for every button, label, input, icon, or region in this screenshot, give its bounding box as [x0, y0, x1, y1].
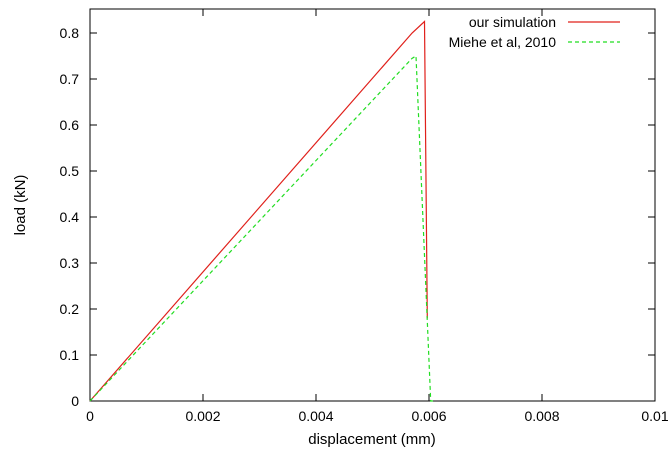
y-tick-label: 0.7 [60, 71, 80, 87]
y-tick-label: 0.2 [60, 301, 80, 317]
legend-label: our simulation [469, 14, 556, 30]
plot-frame [89, 8, 656, 402]
x-tick-label: 0.006 [411, 408, 446, 424]
x-tick-label: 0.01 [641, 408, 668, 424]
series-lines [89, 20, 433, 402]
y-tick-label: 0.6 [60, 117, 80, 133]
x-tick-label: 0.002 [185, 408, 220, 424]
x-tick-label: 0.008 [524, 408, 559, 424]
legend: our simulation Miehe et al, 2010 [449, 14, 620, 50]
axis-ticks: 0 0.002 0.004 0.006 0.008 0.01 0 0.1 0.2 0.3 0.4 0.… [60, 9, 669, 424]
y-tick-label: 0.3 [60, 255, 80, 271]
series-line-1 [89, 54, 433, 402]
y-tick-label: 0.4 [60, 209, 80, 225]
x-tick-label: 0 [86, 408, 94, 424]
series-line-0 [89, 20, 428, 402]
y-tick-label: 0.8 [60, 25, 80, 41]
y-tick-label: 0 [71, 393, 79, 409]
y-tick-label: 0.1 [60, 347, 80, 363]
x-axis-label: displacement (mm) [308, 431, 436, 448]
legend-label: Miehe et al, 2010 [449, 34, 557, 50]
y-axis-label: load (kN) [12, 175, 29, 236]
x-tick-label: 0.004 [298, 408, 333, 424]
y-tick-label: 0.5 [60, 163, 80, 179]
